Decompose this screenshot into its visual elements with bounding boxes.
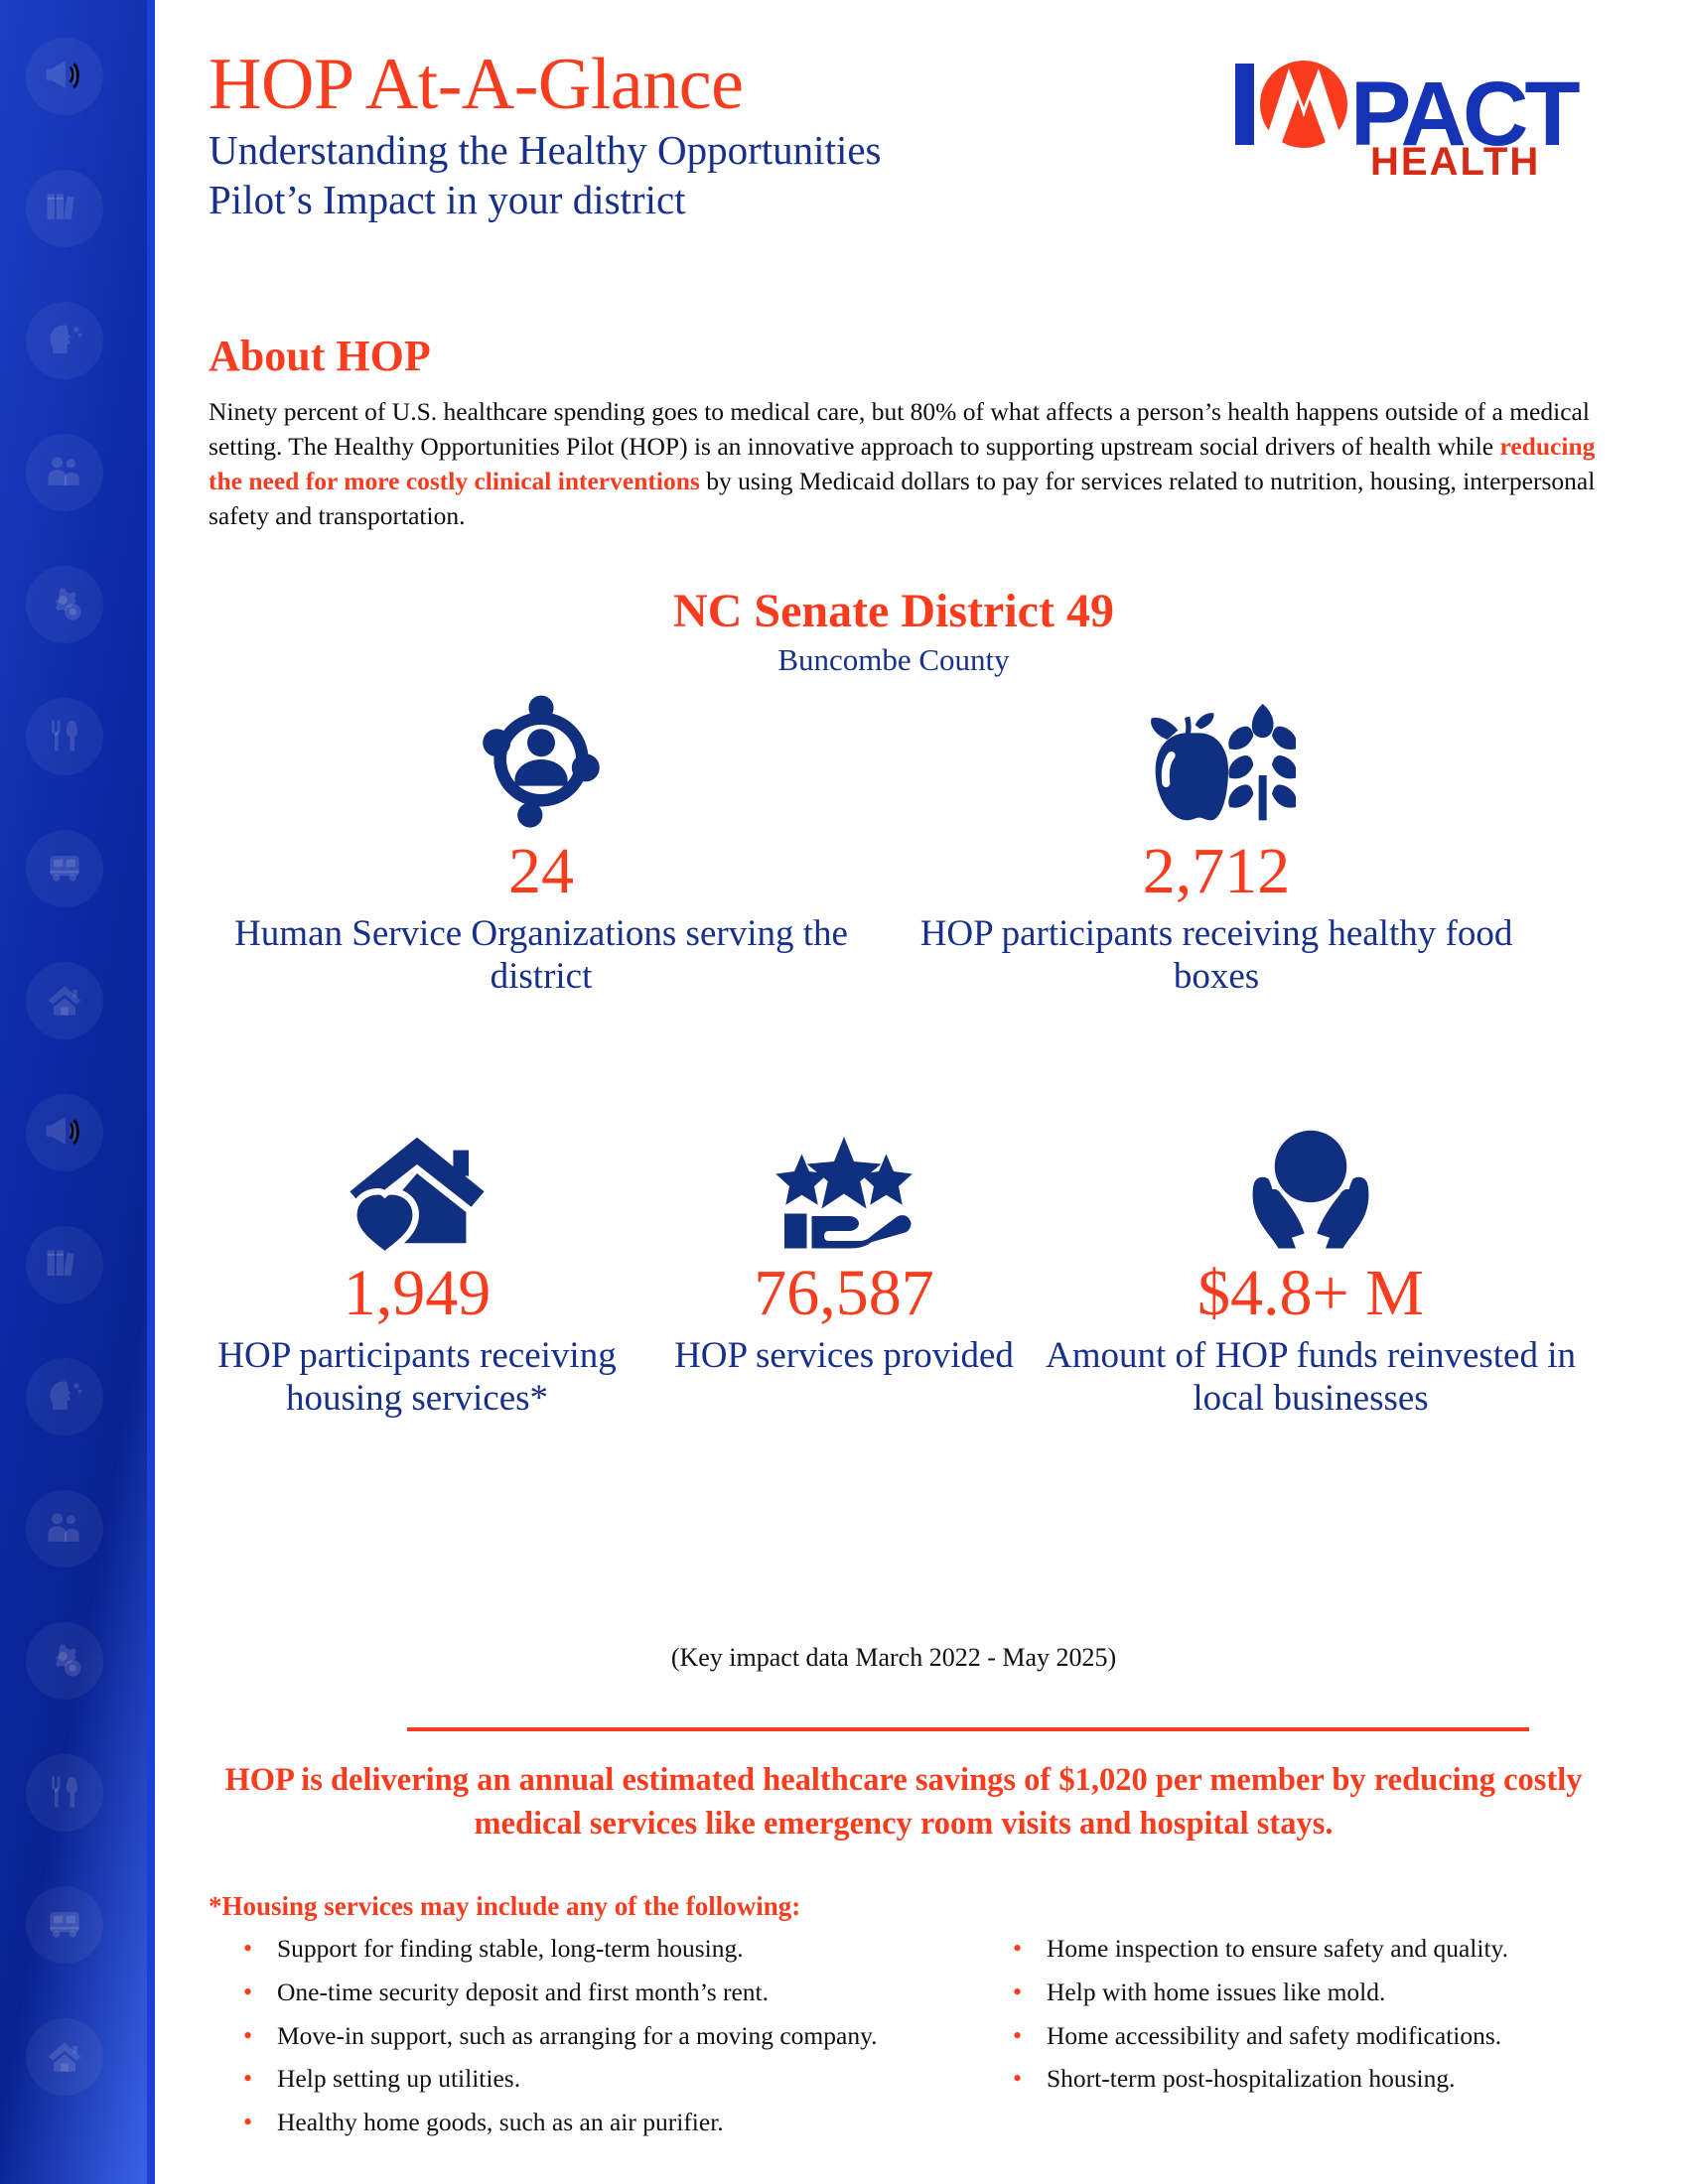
stat-value: $4.8+ M	[1197, 1257, 1424, 1329]
bullet-icon: •	[1013, 1977, 1023, 2006]
family-icon	[26, 434, 103, 511]
stat-card-housing: 1,949 HOP participants receiving housing…	[179, 1117, 655, 1420]
footnote-list-item: • Move-in support, such as arranging for …	[243, 2021, 938, 2051]
stat-label: HOP services provided	[674, 1334, 1014, 1376]
district-county: Buncombe County	[777, 642, 1010, 677]
footnote-heading: *Housing services may include any of the…	[209, 1891, 801, 1921]
about-body-part-2: by using Medicaid dollars to pay for ser…	[209, 466, 1596, 530]
stars-hand-icon	[635, 1117, 1053, 1251]
family-icon	[26, 1490, 103, 1568]
footnote-list-item-text: Help with home issues like mold.	[1047, 1977, 1386, 2006]
footnote-list-item: • Healthy home goods, such as an air puri…	[243, 2108, 938, 2137]
section-divider	[407, 1727, 1529, 1731]
logo-word-impact: PACT	[1350, 64, 1580, 165]
bullet-icon: •	[243, 2108, 253, 2137]
title-block: HOP At-A-Glance Understanding the Health…	[209, 44, 882, 224]
house-icon	[26, 2018, 103, 2096]
logo-letter-i	[1235, 64, 1254, 145]
footnote-list-item-text: Home accessibility and safety modificati…	[1047, 2020, 1502, 2050]
sidebar-accent-stripe	[147, 0, 155, 2184]
logo-letter-m	[1264, 68, 1343, 145]
footnote-list-item: • Short-term post-hospitalization housing…	[1013, 2064, 1648, 2094]
footnote-list-item: • Home accessibility and safety modificat…	[1013, 2021, 1648, 2051]
books-icon	[26, 1226, 103, 1303]
footnote-column-right: • Home inspection to ensure safety and qu…	[1013, 1934, 1648, 2108]
footnote-list-item-text: Help setting up utilities.	[277, 2064, 521, 2094]
stat-value: 2,712	[1142, 835, 1291, 907]
house-heart-icon	[179, 1117, 655, 1251]
bullet-icon: •	[243, 2064, 253, 2094]
bullet-icon: •	[243, 2020, 253, 2050]
footnote-list-item: • Support for finding stable, long-term h…	[243, 1934, 938, 1964]
gears-icon	[26, 1622, 103, 1700]
stat-card-food-boxes: 2,712 HOP participants receiving healthy…	[889, 695, 1544, 998]
stat-value: 1,949	[343, 1257, 492, 1329]
stat-label: Amount of HOP funds reinvested in local …	[1045, 1334, 1577, 1420]
stat-card-services: 76,587 HOP services provided	[635, 1117, 1053, 1377]
utensils-icon	[26, 698, 103, 775]
stat-value: 76,587	[754, 1257, 934, 1329]
footnote-list-item-text: One-time security deposit and first mont…	[277, 1977, 770, 2006]
footnote-list-item: • Help setting up utilities.	[243, 2064, 938, 2094]
footnote-list-item-text: Short-term post-hospitalization housing.	[1047, 2064, 1456, 2094]
bullet-icon: •	[1013, 2020, 1023, 2050]
district-block: NC Senate District 49 Buncombe County	[149, 584, 1638, 678]
svg-text:$: $	[1296, 1140, 1325, 1198]
page-content: HOP At-A-Glance Understanding the Health…	[149, 0, 1688, 2184]
stat-label: HOP participants receiving housing servi…	[217, 1334, 617, 1420]
stat-label: Human Service Organizations serving the …	[234, 912, 848, 998]
stat-card-funds: $ $4.8+ M Amount of HOP funds reinvested…	[1043, 1117, 1579, 1420]
bus-icon	[26, 830, 103, 907]
footnote-list-item-text: Home inspection to ensure safety and qua…	[1047, 1934, 1509, 1963]
savings-statement: HOP is delivering an annual estimated he…	[224, 1762, 1583, 1842]
megaphone-icon	[26, 1094, 103, 1171]
house-icon	[26, 962, 103, 1039]
about-body-part-1: Ninety percent of U.S. healthcare spendi…	[209, 397, 1590, 461]
bullet-icon: •	[1013, 2064, 1023, 2094]
page-subtitle: Understanding the Healthy Opportunities …	[209, 126, 882, 223]
page-title: HOP At-A-Glance	[209, 44, 744, 125]
about-body-text: Ninety percent of U.S. healthcare spendi…	[209, 395, 1599, 534]
megaphone-icon	[26, 38, 103, 115]
bus-icon	[26, 1886, 103, 1964]
footnote-list-item-text: Healthy home goods, such as an air purif…	[277, 2108, 724, 2137]
apple-wheat-icon	[889, 695, 1544, 829]
head-thought-icon	[26, 302, 103, 379]
head-thought-icon	[26, 1358, 103, 1435]
hands-dollar-icon: $	[1043, 1117, 1579, 1251]
gears-icon	[26, 566, 103, 643]
data-period-note: (Key impact data March 2022 - May 2025)	[670, 1643, 1117, 1672]
bullet-icon: •	[243, 1934, 253, 1963]
books-icon	[26, 170, 103, 247]
page-header: HOP At-A-Glance Understanding the Health…	[149, 0, 1688, 248]
decorative-sidebar	[0, 0, 149, 2184]
footnote-list-item: • Home inspection to ensure safety and qu…	[1013, 1934, 1648, 1964]
bullet-icon: •	[243, 1977, 253, 2006]
about-heading: About HOP	[209, 332, 431, 380]
stat-card-organizations: 24 Human Service Organizations serving t…	[223, 695, 859, 998]
stat-label: HOP participants receiving healthy food …	[919, 912, 1513, 998]
footnote-list-item: • One-time security deposit and first mon…	[243, 1978, 938, 2007]
bullet-icon: •	[1013, 1934, 1023, 1963]
people-network-icon	[223, 695, 859, 829]
page-subtitle-line-2: Pilot’s Impact in your district	[209, 176, 686, 222]
about-body-highlight: reducing the need for more costly clinic…	[209, 431, 1596, 495]
footnote-column-left: • Support for finding stable, long-term h…	[243, 1934, 938, 2151]
footnote-list-item: • Help with home issues like mold.	[1013, 1978, 1648, 2007]
footnote-list-item-text: Support for finding stable, long-term ho…	[277, 1934, 744, 1963]
utensils-icon	[26, 1754, 103, 1832]
district-title: NC Senate District 49	[673, 585, 1114, 637]
logo-word-health: HEALTH	[1370, 140, 1540, 177]
impact-health-logo: PACT HEALTH	[1203, 48, 1601, 177]
page-subtitle-line-1: Understanding the Healthy Opportunities	[209, 127, 882, 174]
footnote-list-item-text: Move-in support, such as arranging for a…	[277, 2020, 878, 2050]
stat-value: 24	[508, 835, 574, 907]
